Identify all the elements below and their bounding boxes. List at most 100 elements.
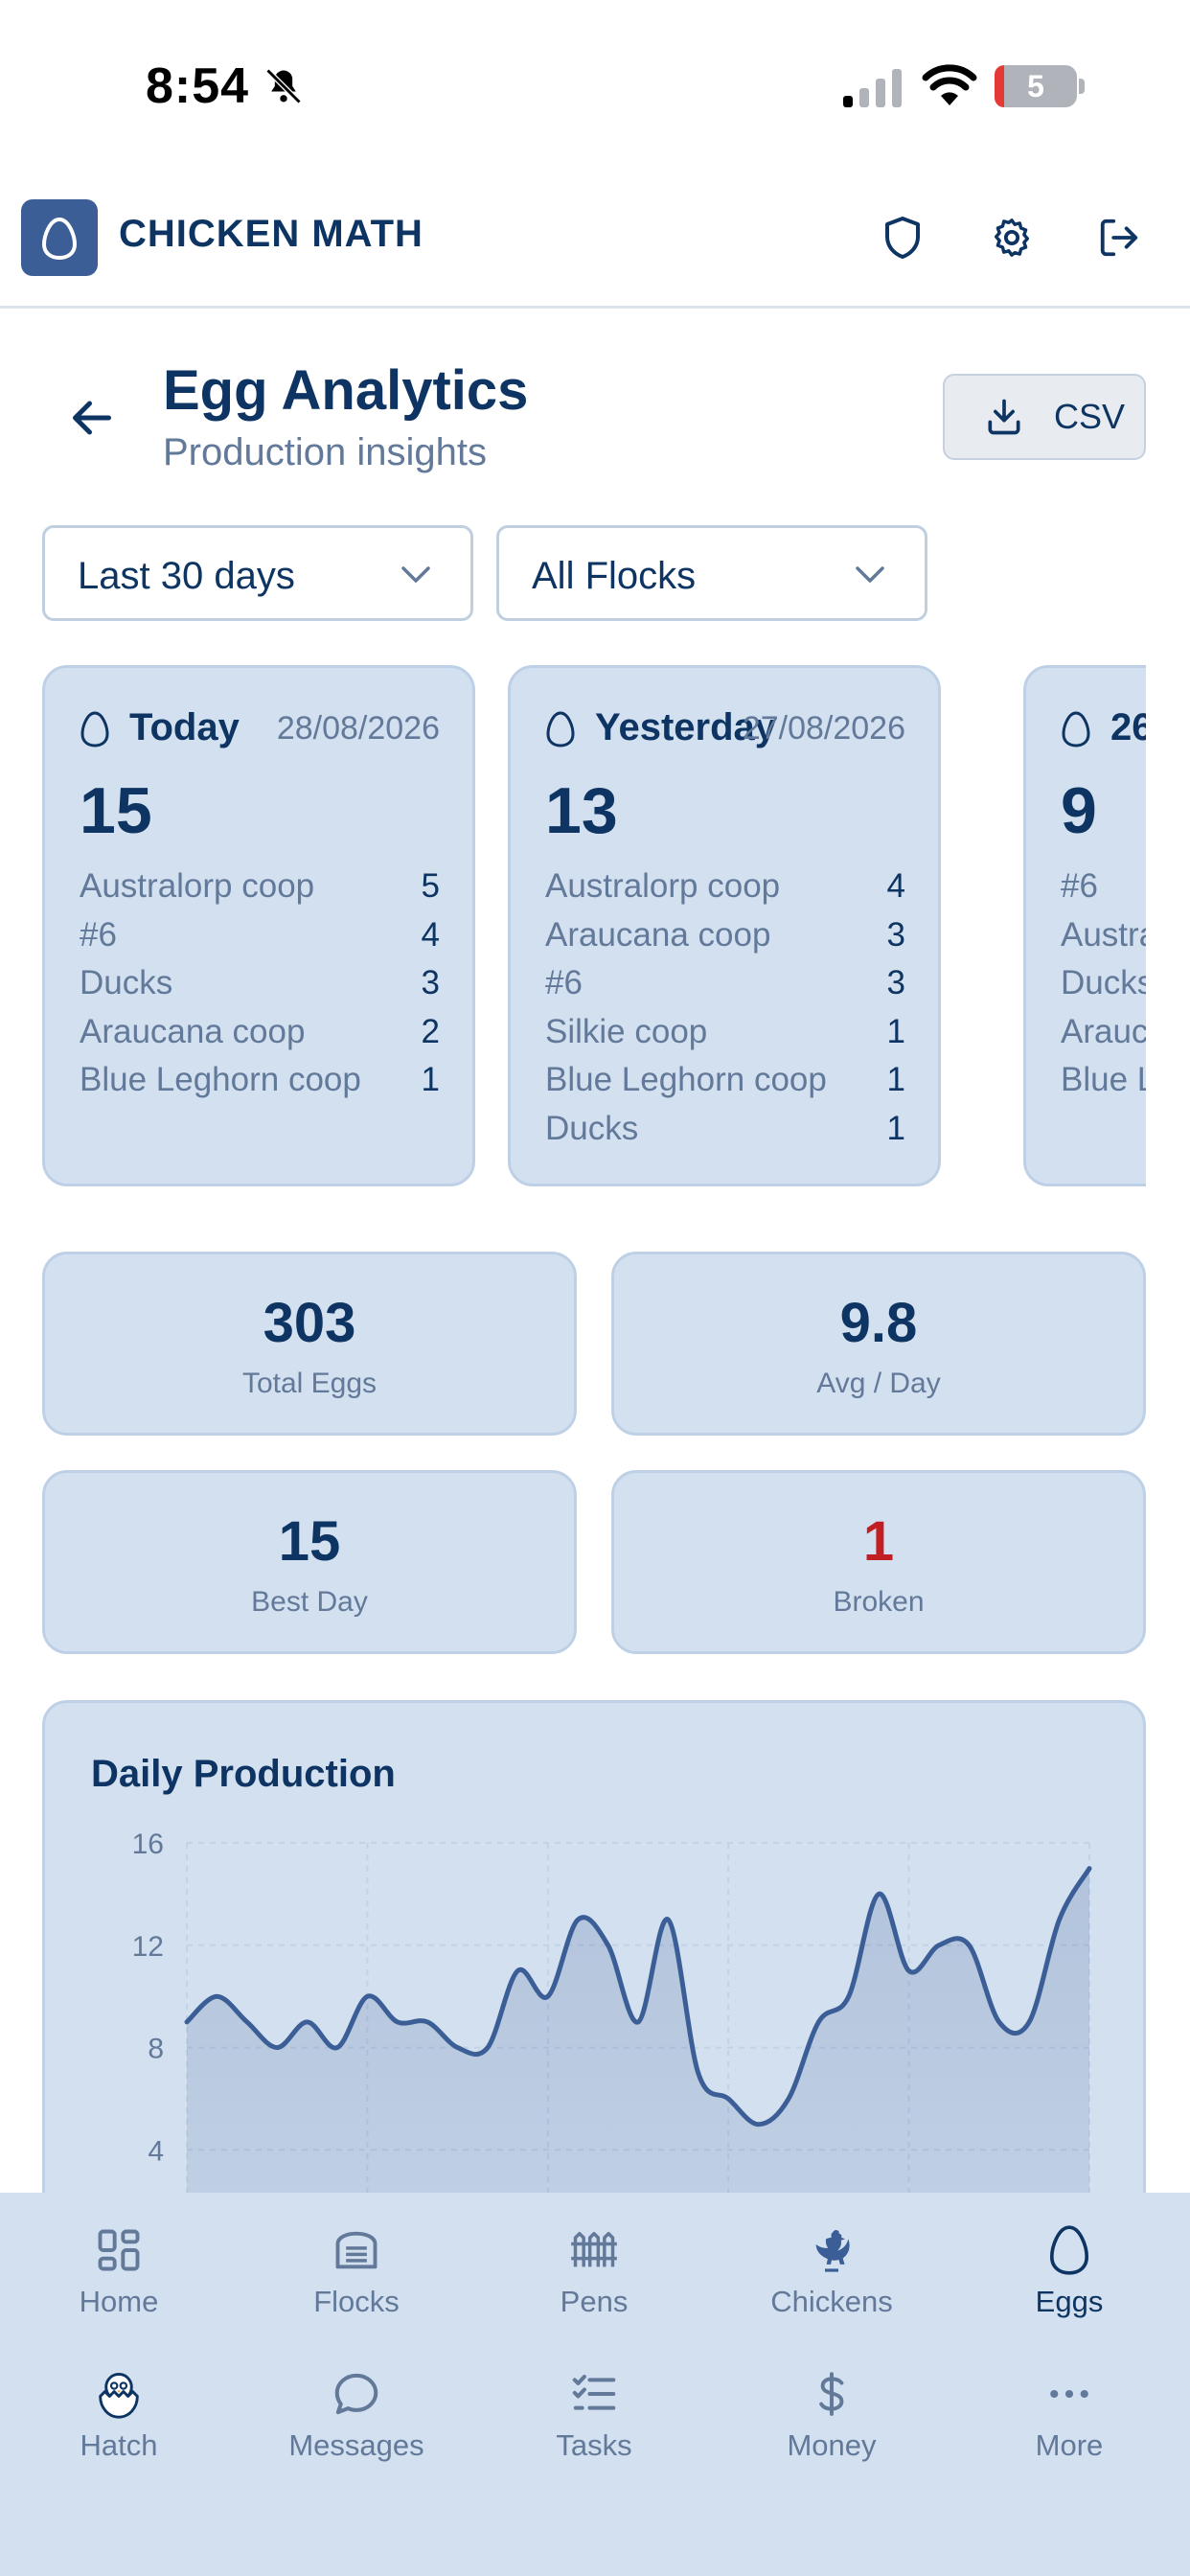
nav-eggs[interactable]: Eggs	[950, 2202, 1188, 2336]
nav-label: Money	[787, 2428, 877, 2462]
chart-data-point	[606, 1943, 611, 1948]
flock-count: 3	[421, 964, 440, 1001]
flock-value: All Flocks	[532, 555, 697, 597]
csv-export-button[interactable]: CSV	[943, 374, 1146, 460]
y-tick-label: 4	[148, 2135, 164, 2167]
stat-label: Avg / Day	[816, 1368, 941, 1399]
flock-count: 1	[886, 1012, 905, 1050]
flock-row: Ducks 3	[80, 964, 440, 1013]
flock-name: Blue Leghorn coop	[80, 1061, 361, 1098]
nav-label: Pens	[560, 2285, 629, 2318]
flock-name: Blue Leghorn coop	[545, 1061, 827, 1098]
flock-row: Blue Leghorn coop 1	[545, 1061, 905, 1110]
nav-messages[interactable]: Messages	[238, 2346, 475, 2480]
flock-row: #6 4	[80, 916, 440, 965]
flock-select[interactable]: All Flocks	[496, 525, 927, 621]
battery-icon: 5	[995, 65, 1077, 107]
wifi-icon	[922, 64, 977, 105]
chart-data-point	[996, 2019, 1002, 2025]
day-label: 26	[1110, 706, 1146, 748]
flock-name: Blue L	[1061, 1061, 1146, 1098]
egg-icon	[1049, 2225, 1089, 2275]
day-total: 9	[1061, 774, 1097, 847]
day-total: 15	[80, 774, 152, 847]
nav-pens[interactable]: Pens	[475, 2202, 713, 2336]
flock-row: Ducks 1	[545, 1110, 905, 1159]
y-tick-label: 16	[132, 1828, 164, 1860]
chart-data-point	[635, 2019, 641, 2025]
chart-data-point	[575, 1917, 581, 1922]
gear-icon[interactable]	[983, 209, 1041, 266]
fence-icon	[571, 2231, 617, 2267]
flock-name: Australorp coop	[545, 867, 781, 905]
nav-money[interactable]: Money	[713, 2346, 950, 2480]
flock-row: Australorp coop 4	[545, 867, 905, 916]
nav-home[interactable]: Home	[0, 2202, 238, 2336]
flock-name: Australorp coop	[80, 867, 315, 905]
download-icon	[988, 399, 1020, 435]
day-date: 28/08/2026	[276, 710, 440, 747]
chart-data-point	[545, 1993, 551, 1999]
stat-label: Total Eggs	[241, 1368, 378, 1399]
chart-data-point	[485, 2045, 491, 2051]
flock-count: 4	[421, 915, 440, 954]
egg-icon	[1062, 711, 1090, 748]
nav-more[interactable]: More	[950, 2346, 1188, 2480]
chart-data-point	[334, 2045, 340, 2051]
bottom-navigation: Home Flocks Pens Chickens Eggs Hatch Mes…	[0, 2193, 1190, 2576]
battery-tip	[1079, 79, 1085, 94]
nav-label: Tasks	[556, 2428, 632, 2462]
back-arrow-icon[interactable]	[63, 389, 121, 447]
date-range-select[interactable]: Last 30 days	[42, 525, 473, 621]
y-tick-label: 8	[148, 2034, 164, 2065]
day-label: Yesterday	[595, 706, 777, 748]
chart-data-point	[424, 2019, 430, 2025]
day-card-26[interactable]: 26 9 #6 Austra Ducks Arauc Blue L	[1023, 665, 1146, 1186]
flock-name: #6	[80, 915, 117, 954]
status-time: 8:54	[146, 58, 250, 114]
day-total: 13	[545, 774, 618, 847]
nav-tasks[interactable]: Tasks	[475, 2346, 713, 2480]
daily-cards-carousel[interactable]: Today 28/08/2026 15 Australorp coop 5 #6 4…	[42, 665, 1146, 1188]
day-label: Today	[129, 706, 240, 748]
flock-row: Araucana coop 3	[545, 916, 905, 965]
chart-data-point	[725, 2096, 731, 2102]
app-logo[interactable]	[21, 199, 98, 276]
flock-name: #6	[545, 964, 583, 1001]
chevron-down-icon	[856, 566, 884, 583]
flock-row: Ducks	[1061, 964, 1146, 1013]
day-card-today[interactable]: Today 28/08/2026 15 Australorp coop 5 #6 4…	[42, 665, 475, 1186]
chart-data-point	[395, 2019, 400, 2025]
chart-data-point	[876, 1891, 881, 1897]
flock-row: Austra	[1061, 916, 1146, 965]
nav-label: Eggs	[1035, 2285, 1104, 2318]
logout-icon[interactable]	[1090, 209, 1148, 266]
chart-data-point	[786, 2096, 791, 2102]
stat-avg-day: 9.8 Avg / Day	[611, 1252, 1146, 1436]
flock-row: Silkie coop 1	[545, 1013, 905, 1062]
shield-icon[interactable]	[874, 209, 931, 266]
checklist-icon	[572, 2374, 616, 2410]
flock-count: 4	[886, 867, 905, 905]
nav-hatch[interactable]: Hatch	[0, 2346, 238, 2480]
flock-name: Araucana coop	[545, 915, 771, 954]
chart-data-point	[1026, 2019, 1032, 2025]
flock-row: Araucana coop 2	[80, 1013, 440, 1062]
flock-name: Silkie coop	[545, 1012, 708, 1050]
nav-label: More	[1035, 2428, 1104, 2462]
flock-name: Austra	[1061, 915, 1146, 954]
day-card-yesterday[interactable]: Yesterday 27/08/2026 13 Australorp coop 4…	[508, 665, 941, 1186]
nav-chickens[interactable]: Chickens	[713, 2202, 950, 2336]
chat-bubble-icon	[334, 2373, 378, 2415]
app-title: CHICKEN MATH	[119, 213, 423, 255]
cellular-signal-icon	[843, 69, 902, 107]
page-title: Egg Analytics	[163, 359, 529, 422]
nav-label: Hatch	[80, 2428, 158, 2462]
flock-row: #6 3	[545, 964, 905, 1013]
flock-count: 3	[886, 915, 905, 954]
csv-label: CSV	[1054, 397, 1126, 436]
nav-flocks[interactable]: Flocks	[238, 2202, 475, 2336]
flock-count: 3	[886, 964, 905, 1001]
egg-icon	[80, 711, 109, 748]
chart-data-point	[756, 2122, 762, 2128]
